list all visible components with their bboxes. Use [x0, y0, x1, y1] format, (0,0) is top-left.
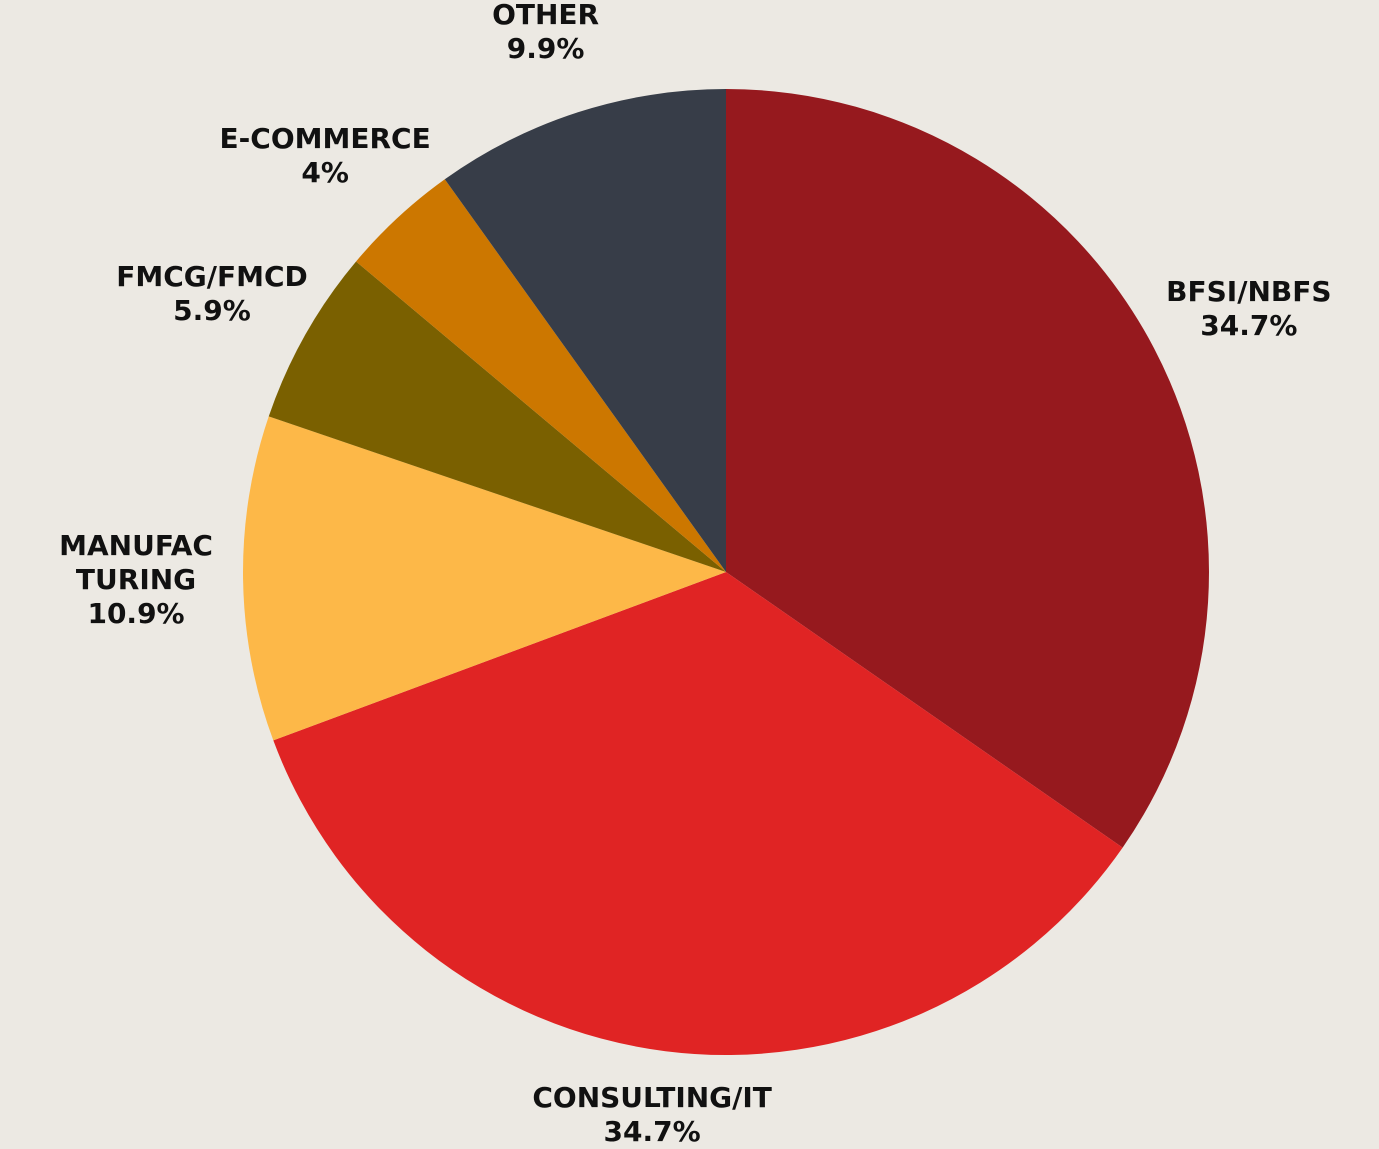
- pie-slice: [268, 261, 726, 572]
- pie-slice: [726, 89, 1210, 848]
- slice-label: E-COMMERCE 4%: [220, 122, 431, 190]
- category-label: BFSI/NBFS: [1166, 275, 1332, 309]
- value-label: 34.7%: [1200, 309, 1298, 343]
- pie-slice: [243, 416, 726, 741]
- value-label: 5.9%: [173, 293, 251, 327]
- category-label: FMCG/FMCD: [116, 259, 308, 293]
- value-label: 34.7%: [603, 1114, 701, 1148]
- slice-label: CONSULTING/IT 34.7%: [532, 1081, 772, 1149]
- pie-slice: [444, 89, 726, 572]
- category-label: E-COMMERCE: [219, 121, 431, 155]
- value-label: 4%: [301, 155, 349, 189]
- slice-label: OTHER 9.9%: [492, 0, 599, 66]
- pie-slice: [273, 572, 1123, 1055]
- category-label: OTHER: [492, 0, 600, 32]
- slice-label: BFSI/NBFS 34.7%: [1166, 275, 1331, 343]
- slice-label: MANUFAC TURING 10.9%: [59, 529, 213, 631]
- category-label: MANUFAC TURING: [59, 529, 213, 596]
- pie-slice: [356, 179, 726, 573]
- value-label: 9.9%: [506, 32, 585, 66]
- category-label: CONSULTING/IT: [532, 1080, 772, 1114]
- value-label: 10.9%: [87, 597, 185, 630]
- slice-label: FMCG/FMCD 5.9%: [116, 260, 308, 328]
